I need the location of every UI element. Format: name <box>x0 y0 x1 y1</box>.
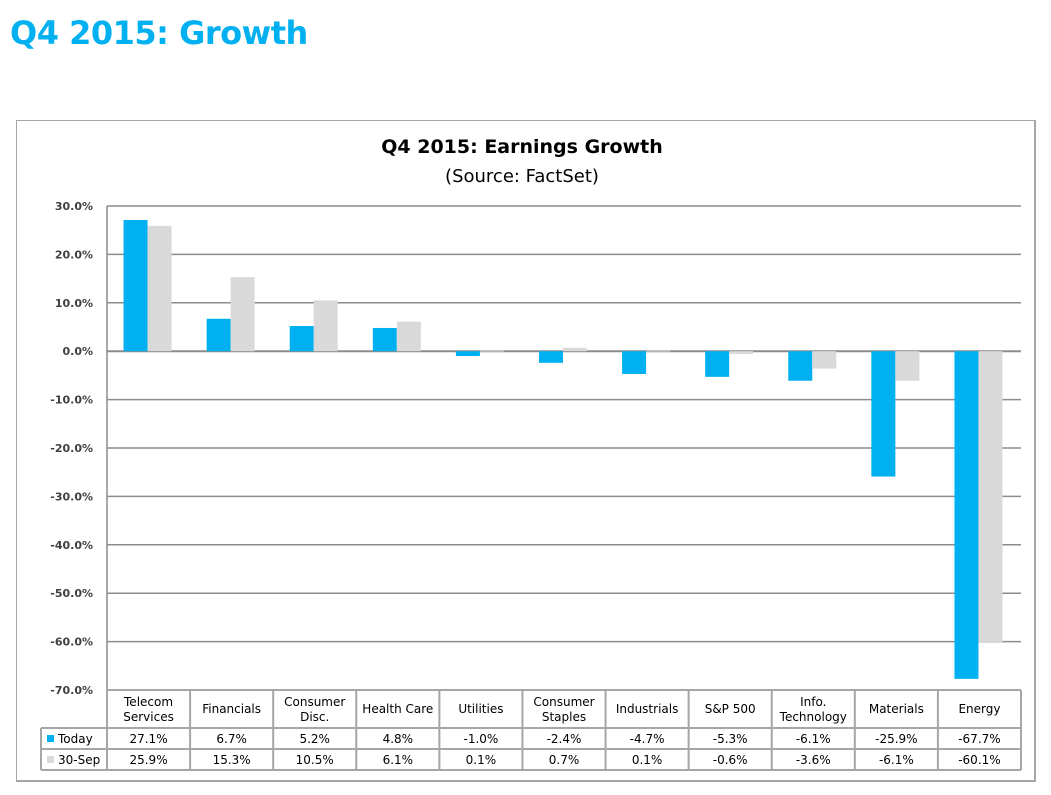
category-label: Industrials <box>616 702 679 716</box>
bar-today-materials <box>871 351 896 477</box>
y-tick-label: -40.0% <box>50 539 93 552</box>
table-value: -1.0% <box>463 732 498 746</box>
legend-label: Today <box>57 732 93 746</box>
bars <box>123 220 1003 679</box>
table-value: -6.1% <box>796 732 831 746</box>
category-label: Materials <box>869 702 924 716</box>
table-value: -4.7% <box>630 732 665 746</box>
y-tick-label: -20.0% <box>50 442 93 455</box>
category-label: Utilities <box>458 702 503 716</box>
category-label: Disc. <box>300 710 329 724</box>
legend-label: 30-Sep <box>58 753 100 767</box>
category-label: Consumer <box>284 695 345 709</box>
y-axis-ticks: 30.0% 20.0% 10.0% 0.0% -10.0% -20.0% -30.0% -40… <box>50 200 93 697</box>
y-tick-label: 30.0% <box>55 200 93 213</box>
bar-30-sep-telecom-services <box>147 225 172 352</box>
bar-today-health-care <box>372 327 397 352</box>
bar-30-sep-financials <box>230 277 255 352</box>
table-value: -5.3% <box>713 732 748 746</box>
category-label: Services <box>123 710 174 724</box>
table-value: -67.7% <box>958 732 1000 746</box>
bar-today-info-technology <box>788 351 813 381</box>
table-value: 27.1% <box>129 732 167 746</box>
y-tick-label: -70.0% <box>50 684 93 697</box>
page-title: Q4 2015: Growth <box>10 14 308 52</box>
bar-today-financials <box>206 318 231 352</box>
table-value: 6.7% <box>216 732 247 746</box>
table-value: 5.2% <box>299 732 330 746</box>
table-value: -6.1% <box>879 753 914 767</box>
category-label: Financials <box>202 702 261 716</box>
chart-frame: Q4 2015: Earnings Growth (Source: FactSe… <box>16 120 1036 782</box>
table-value: -3.6% <box>796 753 831 767</box>
table-value: 0.7% <box>549 753 580 767</box>
bar-30-sep-health-care <box>396 321 421 352</box>
earnings-growth-chart: Q4 2015: Earnings Growth (Source: FactSe… <box>40 136 1022 771</box>
bar-today-industrials <box>622 351 647 374</box>
bar-30-sep-s-p-500 <box>729 351 754 355</box>
y-tick-label: 20.0% <box>55 248 93 261</box>
category-label: Technology <box>779 710 847 724</box>
table-value: -0.6% <box>713 753 748 767</box>
category-label: S&P 500 <box>705 702 756 716</box>
table-value: 0.1% <box>632 753 663 767</box>
table-value: -25.9% <box>875 732 917 746</box>
y-tick-label: 0.0% <box>62 345 93 358</box>
table-value: 0.1% <box>466 753 497 767</box>
y-tick-label: -10.0% <box>50 394 93 407</box>
legend-swatch-today <box>47 735 54 742</box>
table-value: 6.1% <box>383 753 414 767</box>
chart-title: Q4 2015: Earnings Growth <box>381 136 663 158</box>
category-label: Consumer <box>533 695 594 709</box>
y-tick-label: -50.0% <box>50 587 93 600</box>
category-label: Telecom <box>123 695 173 709</box>
table-value: 15.3% <box>213 753 251 767</box>
bar-30-sep-consumer-staples <box>563 347 587 352</box>
bar-30-sep-materials <box>895 351 920 381</box>
bar-30-sep-info-technology <box>812 351 837 369</box>
bar-today-utilities <box>455 351 480 357</box>
table-value: 4.8% <box>383 732 414 746</box>
bar-today-energy <box>954 351 979 679</box>
y-tick-label: 10.0% <box>55 297 93 310</box>
bar-30-sep-consumer-disc- <box>313 300 338 352</box>
category-label: Staples <box>542 710 586 724</box>
category-label: Health Care <box>362 702 433 716</box>
y-tick-label: -60.0% <box>50 636 93 649</box>
bar-30-sep-utilities <box>479 350 504 352</box>
bar-today-consumer-disc- <box>289 326 314 352</box>
table-value: -60.1% <box>958 753 1000 767</box>
table-value: 25.9% <box>129 753 167 767</box>
category-label: Energy <box>958 702 1000 716</box>
y-tick-label: -30.0% <box>50 490 93 503</box>
bar-today-consumer-staples <box>539 351 563 363</box>
category-label: Info. <box>800 695 826 709</box>
bar-today-telecom-services <box>123 220 148 352</box>
bar-30-sep-industrials <box>646 350 671 352</box>
table-value: -2.4% <box>547 732 582 746</box>
chart-subtitle: (Source: FactSet) <box>445 166 599 187</box>
bar-today-s-p-500 <box>705 351 730 377</box>
bar-30-sep-energy <box>978 351 1003 643</box>
table-value: 10.5% <box>296 753 334 767</box>
legend-swatch-30-sep <box>47 756 54 763</box>
